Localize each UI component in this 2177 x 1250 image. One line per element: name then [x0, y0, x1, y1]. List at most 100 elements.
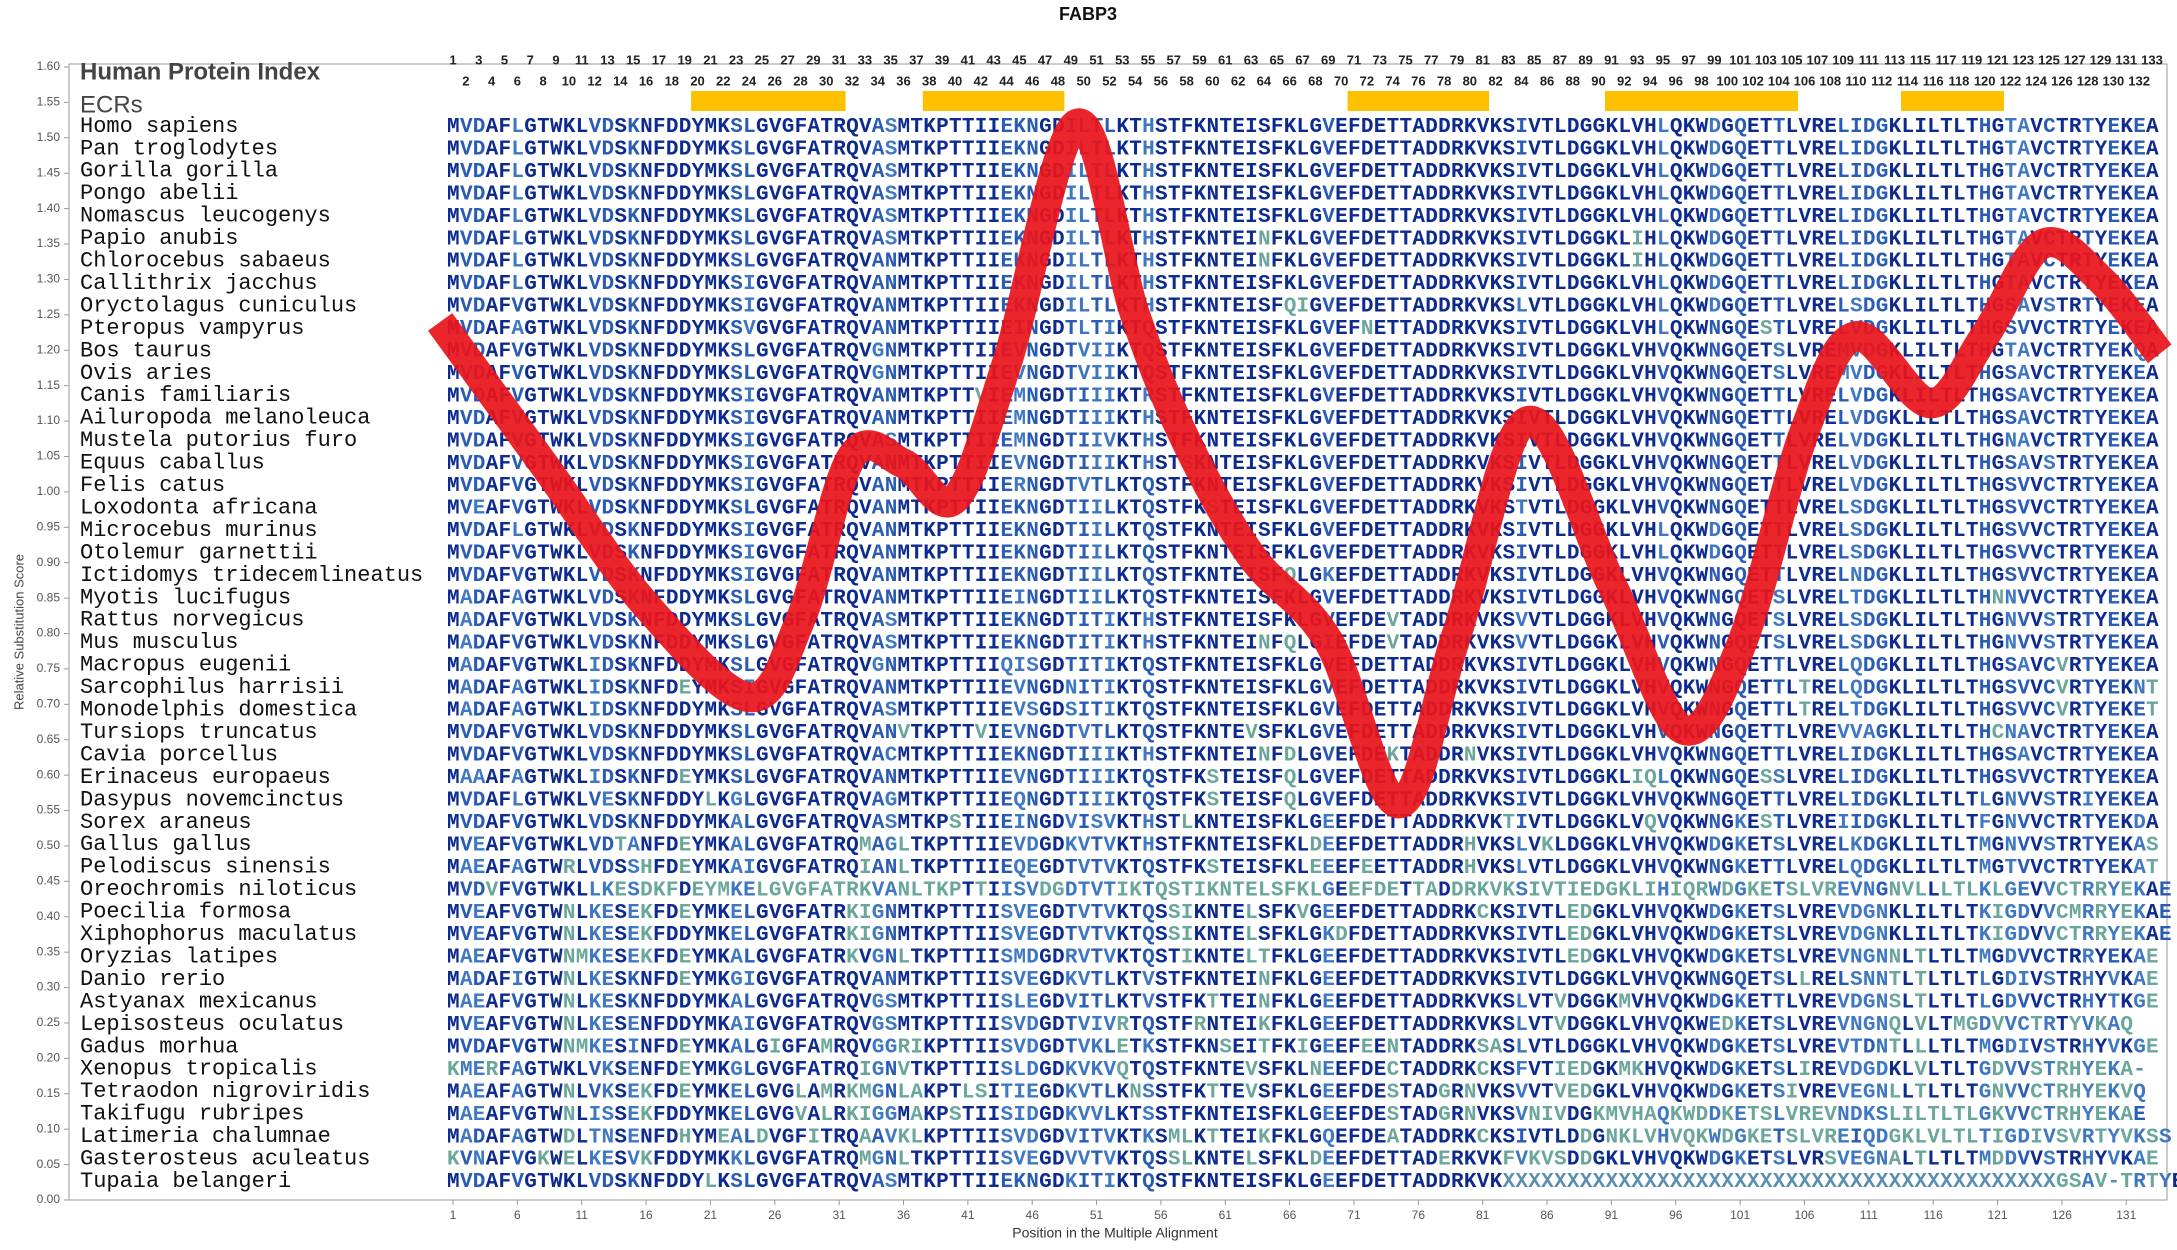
column-number: 74 — [1385, 73, 1400, 88]
residue-run: NFDDYMK — [640, 1014, 730, 1037]
residue-run: E — [1322, 901, 1335, 924]
residue-run: C — [2043, 138, 2056, 161]
residue-run: AF — [486, 1126, 511, 1149]
residue-run: E — [2107, 228, 2120, 251]
residue-run: I — [1091, 497, 1104, 520]
residue-run: KV — [1065, 1081, 1091, 1104]
residue-run: L — [511, 273, 524, 296]
residue-run: KLILTLT — [1889, 318, 1979, 341]
residue-run: E — [1322, 1148, 1335, 1171]
column-number: 68 — [1308, 73, 1322, 88]
residue-run: L — [1104, 1103, 1117, 1126]
residue-run: S — [2004, 744, 2017, 767]
residue-run: NFDDYMK — [640, 475, 730, 498]
residue-run: I — [1786, 1081, 1799, 1104]
residue-run: M — [898, 1103, 911, 1126]
residue-run: QKW — [1670, 475, 1709, 498]
residue-run: GD — [2004, 924, 2029, 947]
residue-run: I — [1104, 318, 1117, 341]
residue-run: I — [1181, 946, 1194, 969]
residue-run: S — [614, 632, 627, 655]
residue-run: G — [872, 924, 885, 947]
residue-run: Y — [2082, 1081, 2095, 1104]
residue-run: VD — [460, 565, 485, 588]
residue-run: E — [473, 901, 486, 924]
residue-run: IS — [589, 1103, 614, 1126]
residue-run: STFKNTEISFKLG — [1155, 273, 1322, 296]
residue-run: S — [730, 565, 743, 588]
residue-run: ST — [1155, 452, 1180, 475]
residue-run: TR — [2056, 205, 2082, 228]
residue-run: ET — [1747, 1148, 1772, 1171]
species-name: Ictidomys tridecemlineatus — [80, 563, 423, 588]
residue-run: M — [447, 1126, 460, 1149]
residue-run: N — [1708, 318, 1721, 341]
residue-run: S — [614, 116, 627, 139]
residue-run: FKLG — [1271, 1126, 1322, 1149]
residue-run: Q — [1734, 362, 1747, 385]
residue-run: ET — [1747, 475, 1772, 498]
residue-run: G — [1979, 1081, 1992, 1104]
residue-run: A — [2146, 116, 2159, 139]
residue-run: K — [627, 318, 640, 341]
residue-run: RKVK — [1451, 1148, 1503, 1171]
residue-run: KLILTLT — [1889, 520, 1979, 543]
residue-run: H — [1979, 138, 1992, 161]
residue-run: L — [898, 946, 911, 969]
x-axis-label: Position in the Multiple Alignment — [1012, 1225, 1218, 1241]
residue-run: TA — [2004, 116, 2030, 139]
residue-run: L — [1104, 520, 1117, 543]
column-number: 91 — [1604, 52, 1618, 67]
residue-run: E — [2133, 250, 2146, 273]
residue-run: V — [511, 654, 524, 677]
residue-run: S — [885, 609, 898, 632]
residue-run: SL — [730, 340, 755, 363]
residue-run: EFDETTADDRKVKS — [1335, 407, 1515, 430]
residue-run: T — [2043, 1081, 2056, 1104]
residue-run: V — [1013, 452, 1026, 475]
residue-run: TR — [2056, 789, 2082, 812]
residue-run: T — [1773, 160, 1786, 183]
residue-run: MTKPTTII — [898, 228, 1001, 251]
residue-run: Q — [1734, 183, 1747, 206]
residue-run: L — [1902, 969, 1915, 992]
residue-run: KLILTLT — [1889, 205, 1979, 228]
residue-run: MTKPTTII — [898, 1171, 1001, 1194]
residue-run: Q — [1734, 250, 1747, 273]
residue-run: TI — [1065, 385, 1090, 408]
residue-run: G — [1992, 160, 2005, 183]
residue-run: S — [614, 1058, 627, 1081]
residue-run: T — [1914, 946, 1927, 969]
residue-run: V — [1657, 1014, 1670, 1037]
column-number: 85 — [1527, 52, 1541, 67]
species-name: Astyanax mexicanus — [80, 989, 318, 1014]
residue-run: L — [1657, 116, 1670, 139]
residue-run: LVRE — [1786, 789, 1837, 812]
species-name: Bos taurus — [80, 338, 212, 363]
residue-run: V — [2017, 609, 2030, 632]
residue-run: E — [2133, 452, 2146, 475]
residue-run: EKN — [1001, 183, 1039, 206]
y-tick-label: 0.40 — [37, 909, 61, 923]
column-number: 28 — [793, 73, 807, 88]
sequence: MAEAFVGTWNLISSEKFDDYMKELGVGVALRKIGGMAKPS… — [447, 1103, 2146, 1126]
residue-run: S — [614, 699, 627, 722]
residue-run: T — [1091, 946, 1104, 969]
residue-run: NFDDYMK — [640, 228, 730, 251]
residue-run: SVD — [1001, 1036, 1039, 1059]
residue-run: S — [614, 609, 627, 632]
residue-run: I — [769, 1036, 782, 1059]
residue-run: E — [2133, 699, 2146, 722]
residue-run: GD — [1039, 1126, 1064, 1149]
residue-run: I — [589, 677, 602, 700]
residue-run: A — [511, 856, 524, 879]
residue-run: A — [872, 789, 885, 812]
residue-run: H — [1979, 542, 1992, 565]
residue-run: I — [1515, 969, 1528, 992]
residue-run: VD — [589, 385, 614, 408]
residue-run: N — [1464, 744, 1477, 767]
residue-run: T — [2082, 856, 2095, 879]
residue-run: QKW — [1670, 609, 1709, 632]
residue-run: S — [614, 1171, 627, 1194]
column-number: 92 — [1617, 73, 1631, 88]
